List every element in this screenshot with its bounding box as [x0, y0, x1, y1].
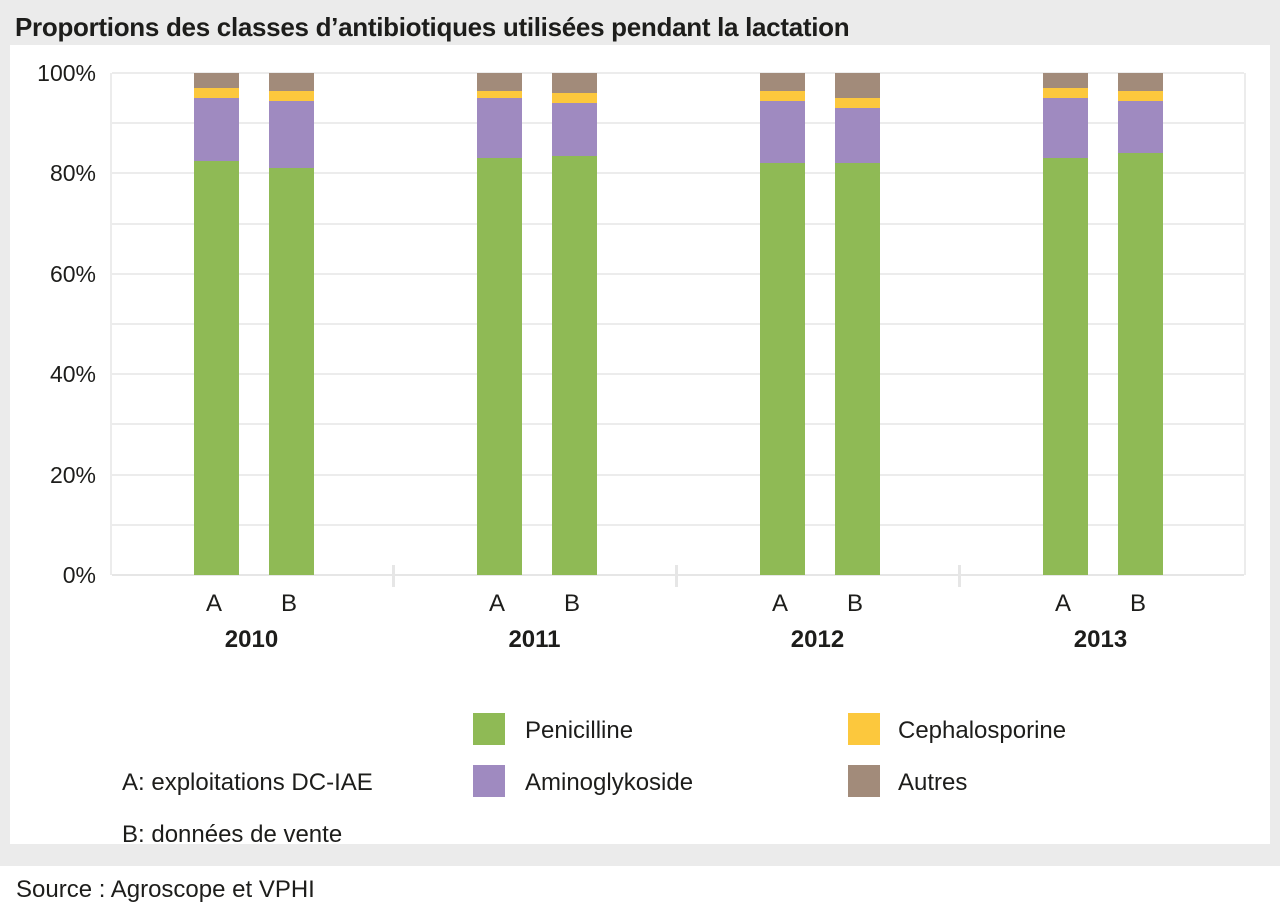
legend-swatch-aminoglykoside	[473, 765, 505, 797]
year-label-2013: 2013	[1073, 626, 1128, 653]
bar-segment-penicilline-2012-A	[759, 163, 805, 575]
stacked-bar-2011-B	[551, 73, 597, 575]
gridline-40	[112, 373, 1244, 376]
bar-segment-autres-2011-A	[476, 73, 522, 91]
legend-note-b: B: données de vente	[122, 821, 343, 848]
bar-group-2011	[395, 73, 678, 575]
y-axis-tick-label-60: 60%	[49, 260, 96, 287]
gridline-90	[112, 122, 1244, 125]
bar-label-A-2012: A	[771, 590, 788, 617]
bar-segment-cephalosporine-2012-B	[834, 98, 880, 109]
year-label-2010: 2010	[224, 626, 279, 653]
bar-label-A-2011: A	[488, 590, 505, 617]
bar-segment-penicilline-2013-B	[1117, 153, 1163, 575]
year-label-2011: 2011	[508, 626, 561, 653]
stacked-bar-2010-B	[268, 73, 314, 575]
bar-segment-cephalosporine-2010-A	[193, 88, 239, 99]
bar-segment-aminoglykoside-2013-A	[1042, 98, 1088, 159]
plot-area	[110, 72, 1246, 576]
bar-segment-autres-2012-B	[834, 73, 880, 99]
gridline-100	[112, 72, 1244, 74]
gridline-70	[112, 222, 1244, 225]
bar-segment-aminoglykoside-2013-B	[1117, 100, 1163, 154]
stacked-bar-2013-B	[1117, 73, 1163, 575]
bar-segment-autres-2010-A	[193, 73, 239, 89]
bar-segment-cephalosporine-2011-B	[551, 93, 597, 104]
stacked-bar-2013-A	[1042, 73, 1088, 575]
bar-label-A-2010: A	[205, 590, 222, 617]
bar-segment-cephalosporine-2012-A	[759, 90, 805, 101]
y-axis-tick-label-40: 40%	[49, 361, 96, 388]
legend-swatch-penicilline	[473, 713, 505, 745]
bar-segment-penicilline-2011-A	[476, 158, 522, 575]
bar-segment-autres-2013-B	[1117, 73, 1163, 91]
bar-segment-penicilline-2010-A	[193, 160, 239, 575]
stacked-bar-2012-B	[834, 73, 880, 575]
bar-segment-penicilline-2010-B	[268, 168, 314, 575]
gridline-50	[112, 323, 1244, 325]
bar-segment-cephalosporine-2010-B	[268, 90, 314, 101]
bar-segment-cephalosporine-2013-A	[1042, 88, 1088, 99]
bar-segment-autres-2012-A	[759, 73, 805, 91]
gridline-20	[112, 473, 1244, 476]
bar-label-B-2012: B	[846, 590, 863, 617]
bar-segment-aminoglykoside-2011-B	[551, 103, 597, 156]
stacked-bar-2010-A	[193, 73, 239, 575]
group-separator-tick	[958, 565, 961, 587]
bar-segment-aminoglykoside-2010-B	[268, 100, 314, 169]
legend-note-a: A: exploitations DC-IAE	[122, 769, 373, 796]
bar-label-B-2011: B	[563, 590, 580, 617]
bar-segment-cephalosporine-2011-A	[476, 90, 522, 99]
legend-label-cephalosporine: Cephalosporine	[898, 717, 1067, 744]
y-axis-tick-label-20: 20%	[49, 461, 96, 488]
bar-segment-penicilline-2011-B	[551, 155, 597, 575]
gridline-60	[112, 272, 1244, 275]
bar-segment-aminoglykoside-2012-A	[759, 100, 805, 164]
x-axis-line	[112, 574, 1244, 576]
chart-title: Proportions des classes d’antibiotiques …	[15, 12, 850, 42]
gridline-80	[112, 172, 1244, 175]
bar-segment-autres-2011-B	[551, 73, 597, 94]
bar-label-B-2010: B	[280, 590, 297, 617]
bar-segment-autres-2010-B	[268, 73, 314, 91]
stacked-bar-2012-A	[759, 73, 805, 575]
chart-card: 0% 20% 40% 60% 80% 100% A B 2010 A B 2011 A B 2012 A B 2…	[10, 45, 1270, 848]
group-separator-tick	[392, 565, 395, 587]
group-separator-tick	[675, 565, 678, 587]
legend-swatch-cephalosporine	[848, 713, 880, 745]
y-axis-tick-label-0: 0%	[62, 562, 96, 588]
bar-segment-cephalosporine-2013-B	[1117, 90, 1163, 101]
bar-label-B-2013: B	[1129, 590, 1146, 617]
bar-segment-aminoglykoside-2010-A	[193, 98, 239, 161]
bar-segment-aminoglykoside-2011-A	[476, 98, 522, 159]
bar-segment-aminoglykoside-2012-B	[834, 108, 880, 164]
source-note: Source : Agroscope et VPHI	[0, 866, 1280, 904]
bar-group-2013	[961, 73, 1244, 575]
gridline-30	[112, 423, 1244, 426]
y-axis-tick-label-80: 80%	[49, 160, 96, 187]
bar-group-2010	[112, 73, 395, 575]
y-axis-tick-label-100: 100%	[37, 60, 96, 86]
legend-swatch-autres	[848, 765, 880, 797]
bar-segment-autres-2013-A	[1042, 73, 1088, 89]
bar-label-A-2013: A	[1054, 590, 1071, 617]
legend-label-penicilline: Penicilline	[525, 717, 634, 744]
bar-segment-penicilline-2012-B	[834, 163, 880, 575]
gridline-10	[112, 523, 1244, 526]
year-label-2012: 2012	[790, 626, 845, 653]
chart-panel: Proportions des classes d’antibiotiques …	[0, 0, 1280, 866]
legend-label-aminoglykoside: Aminoglykoside	[525, 769, 694, 796]
bar-group-2012	[678, 73, 961, 575]
legend-label-autres: Autres	[898, 769, 968, 796]
stacked-bar-2011-A	[476, 73, 522, 575]
bar-segment-penicilline-2013-A	[1042, 158, 1088, 575]
